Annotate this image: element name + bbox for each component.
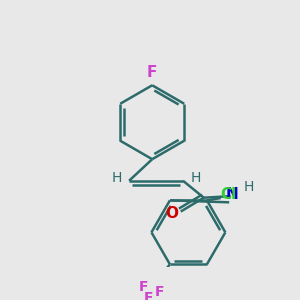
Text: F: F bbox=[144, 291, 153, 300]
Text: H: H bbox=[112, 171, 122, 185]
Text: H: H bbox=[190, 171, 200, 185]
Text: O: O bbox=[165, 206, 178, 220]
Text: Cl: Cl bbox=[220, 188, 237, 202]
Text: H: H bbox=[244, 180, 254, 194]
Text: F: F bbox=[154, 285, 164, 299]
Text: N: N bbox=[226, 187, 239, 202]
Text: F: F bbox=[139, 280, 148, 295]
Text: F: F bbox=[147, 65, 158, 80]
